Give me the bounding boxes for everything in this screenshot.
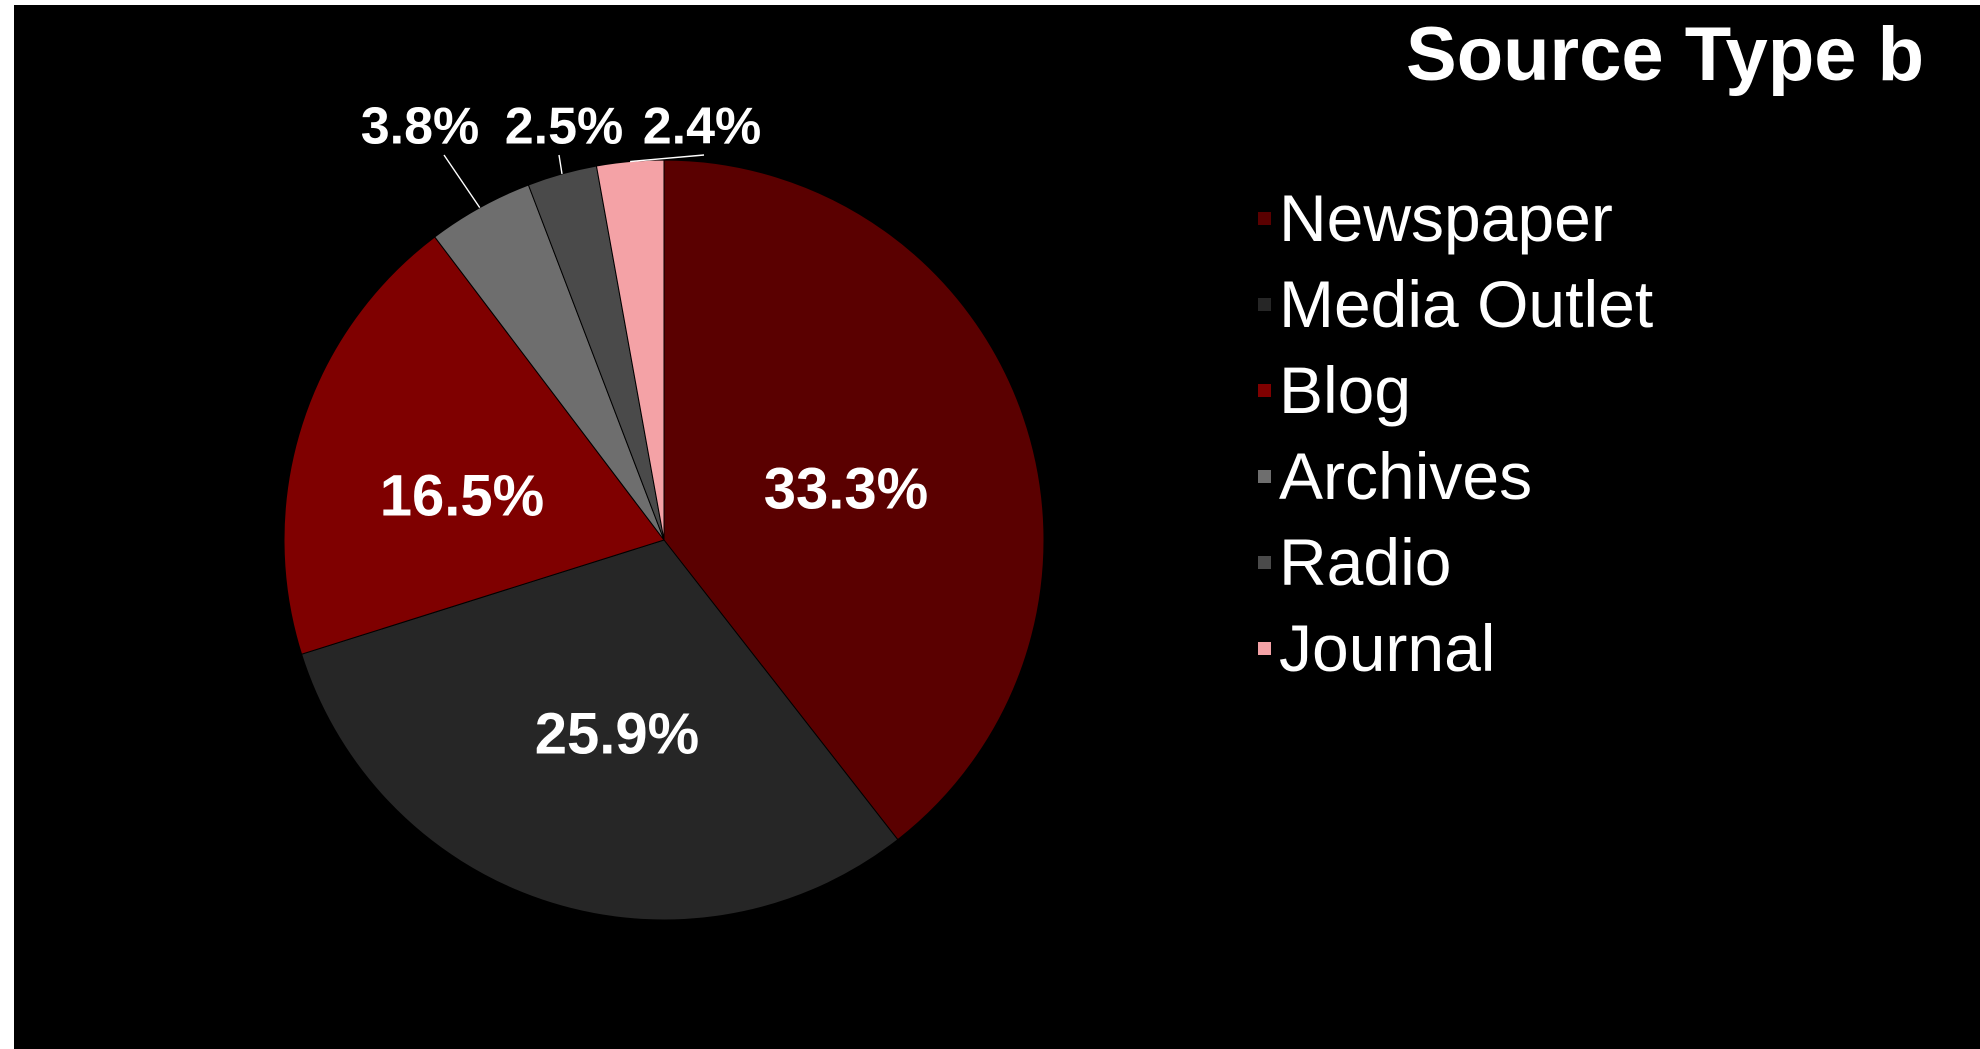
leader-line-journal (630, 154, 705, 163)
chart-legend: Newspaper Media Outlet Blog Archives Rad… (1258, 175, 1653, 691)
legend-item-archives: Archives (1258, 433, 1653, 519)
pie-slice-newspaper (663, 159, 1045, 841)
data-label-media-outlet: 25.9% (535, 701, 699, 766)
pie-slice-media-outlet (300, 539, 899, 921)
legend-label: Newspaper (1279, 181, 1613, 255)
legend-label: Blog (1279, 353, 1412, 427)
data-label-blog: 16.5% (380, 463, 544, 528)
data-label-radio: 2.5% (505, 98, 624, 156)
legend-item-newspaper: Newspaper (1258, 175, 1653, 261)
data-label-archives: 3.8% (361, 98, 480, 156)
chart-slide: 33.3% 25.9% 16.5% 3.8% 2.5% 2.4% Source Type … (14, 5, 1980, 1049)
legend-item-blog: Blog (1258, 347, 1653, 433)
legend-swatch (1258, 641, 1271, 655)
legend-label: Archives (1279, 439, 1533, 513)
legend-swatch (1258, 555, 1271, 569)
leader-line-archives (443, 154, 481, 209)
legend-label: Radio (1279, 525, 1452, 599)
legend-label: Media Outlet (1279, 267, 1654, 341)
legend-label: Journal (1279, 611, 1496, 685)
legend-swatch (1258, 469, 1271, 483)
pie-slice-blog (283, 236, 665, 655)
legend-item-journal: Journal (1258, 605, 1653, 691)
legend-item-media-outlet: Media Outlet (1258, 261, 1653, 347)
pie-slice-journal (595, 159, 665, 541)
data-label-newspaper: 33.3% (764, 456, 928, 521)
legend-swatch (1258, 211, 1271, 225)
legend-item-radio: Radio (1258, 519, 1653, 605)
leader-line-radio (558, 154, 563, 175)
pie-chart: 33.3% 25.9% 16.5% 3.8% 2.5% 2.4% (283, 98, 1045, 921)
legend-swatch (1258, 297, 1271, 311)
chart-title: Source Type b (1406, 12, 1925, 97)
legend-swatch (1258, 383, 1271, 397)
data-label-journal: 2.4% (643, 98, 762, 156)
